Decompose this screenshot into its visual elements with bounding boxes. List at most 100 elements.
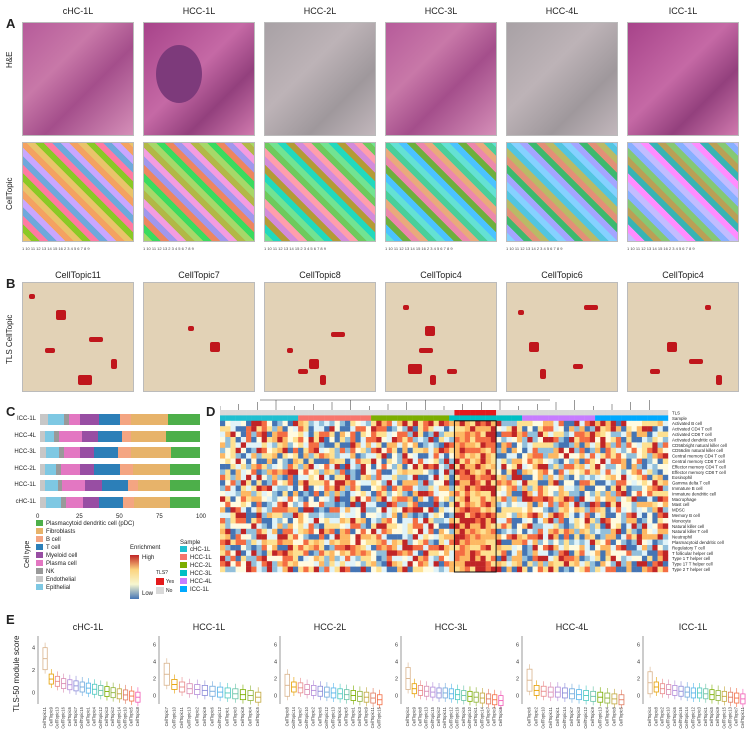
heatmap-cell (246, 561, 252, 567)
heatmap-cell (308, 566, 314, 573)
heatmap-cell (292, 447, 299, 454)
heatmap-cell (652, 518, 658, 524)
heatmap-cell (574, 453, 580, 459)
heatmap-cell (417, 431, 424, 438)
heatmap-cell (272, 496, 278, 502)
heatmap-cell (511, 469, 518, 475)
heatmap-cell (610, 555, 617, 562)
heatmap-cell (563, 431, 570, 438)
heatmap-cell (542, 469, 549, 475)
heatmap-cell (365, 480, 372, 486)
box-category-label: CellTopic12 (583, 706, 588, 728)
heatmap-cell (641, 550, 648, 556)
heatmap-cell (532, 415, 538, 421)
tls-title: CellTopic4 (662, 270, 704, 280)
heatmap-cell (600, 480, 606, 486)
heatmap-cell (308, 545, 314, 551)
heatmap-cell (220, 453, 226, 459)
heatmap-cell (308, 518, 314, 524)
heatmap-cell (256, 507, 262, 513)
box-category-label: CellTopic14 (684, 706, 689, 728)
heatmap-cell (595, 426, 601, 432)
heatmap-cell (412, 561, 419, 567)
heatmap-cell (235, 447, 242, 454)
heatmap-cell (391, 415, 398, 421)
heatmap-cell (615, 507, 622, 513)
heatmap-cell (261, 491, 268, 497)
heatmap-cell (610, 420, 617, 427)
heatmap-cell (225, 555, 231, 562)
bar-segment (99, 414, 120, 425)
heatmap-cell (480, 458, 486, 465)
heatmap-cell (428, 550, 434, 556)
heatmap-cell (621, 447, 627, 454)
heatmap-cell (246, 507, 252, 513)
heatmap-cell (303, 453, 309, 459)
heatmap-cell (423, 561, 429, 567)
heatmap-cell (266, 480, 273, 486)
heatmap-cell (371, 447, 377, 454)
heatmap-cell (376, 437, 382, 443)
heatmap-cell (647, 566, 653, 573)
heatmap-cell (631, 545, 637, 551)
heatmap-cell (397, 523, 403, 529)
heatmap-cell (292, 431, 299, 438)
box-category-label: CellTopic10 (541, 706, 546, 728)
heatmap-cell (235, 561, 242, 567)
heatmap-cell (350, 431, 356, 438)
heatmap-cell (584, 415, 591, 421)
heatmap-cell (402, 561, 408, 567)
heatmap-cell (298, 496, 304, 502)
legend-label: B cell (46, 537, 61, 543)
heatmap-cell (631, 512, 637, 519)
heatmap-cell (522, 480, 528, 486)
heatmap-cell (371, 410, 377, 416)
heatmap-cell (459, 464, 466, 470)
heatmap-cell (313, 420, 320, 427)
heatmap-cell (381, 426, 387, 432)
heatmap-cell (318, 474, 325, 481)
heatmap-cell (490, 474, 497, 481)
heatmap-cell (225, 431, 231, 438)
heatmap-cell (621, 485, 627, 492)
heatmap-cell (381, 507, 387, 513)
heatmap-cell (230, 453, 236, 459)
heatmap-cell (527, 458, 533, 465)
heatmap-cell (277, 447, 283, 454)
heatmap-cell (511, 431, 518, 438)
celltype-legend-item: Myeloid cell (36, 552, 134, 560)
heatmap-cell (470, 426, 476, 432)
heatmap-cell (501, 491, 507, 497)
heatmap-cell (589, 437, 596, 443)
heatmap-cell (313, 539, 320, 546)
heatmap-cell (553, 523, 559, 529)
heatmap-cell (324, 415, 330, 421)
heatmap-cell (371, 539, 377, 546)
bar-segment (131, 430, 167, 442)
heatmap-cell (636, 566, 643, 573)
bar-segment (48, 414, 64, 425)
heatmap-cell (350, 491, 356, 497)
sample-legend-item: ICC-1L (180, 586, 212, 594)
heatmap-cell (522, 507, 528, 513)
heatmap-cell (433, 566, 439, 573)
heatmap-cell (454, 426, 460, 432)
heatmap-cell (391, 410, 398, 416)
heatmap-cell (516, 453, 523, 459)
heatmap-cell (454, 523, 460, 529)
heatmap-cell (339, 491, 346, 497)
heatmap-cell (506, 534, 512, 540)
heatmap-cell (459, 507, 466, 513)
heatmap-cell (350, 485, 356, 492)
heatmap-cell (251, 437, 257, 443)
heatmap-cell (412, 426, 419, 432)
heatmap-cell (652, 561, 658, 567)
heatmap-cell (563, 453, 570, 459)
heatmap-cell (501, 528, 507, 535)
legend-swatch (180, 578, 187, 585)
heatmap-cell (605, 518, 611, 524)
heatmap-cell (626, 415, 632, 421)
bar-segment (168, 414, 200, 425)
heatmap-cell (558, 458, 565, 465)
heatmap-cell (261, 431, 268, 438)
